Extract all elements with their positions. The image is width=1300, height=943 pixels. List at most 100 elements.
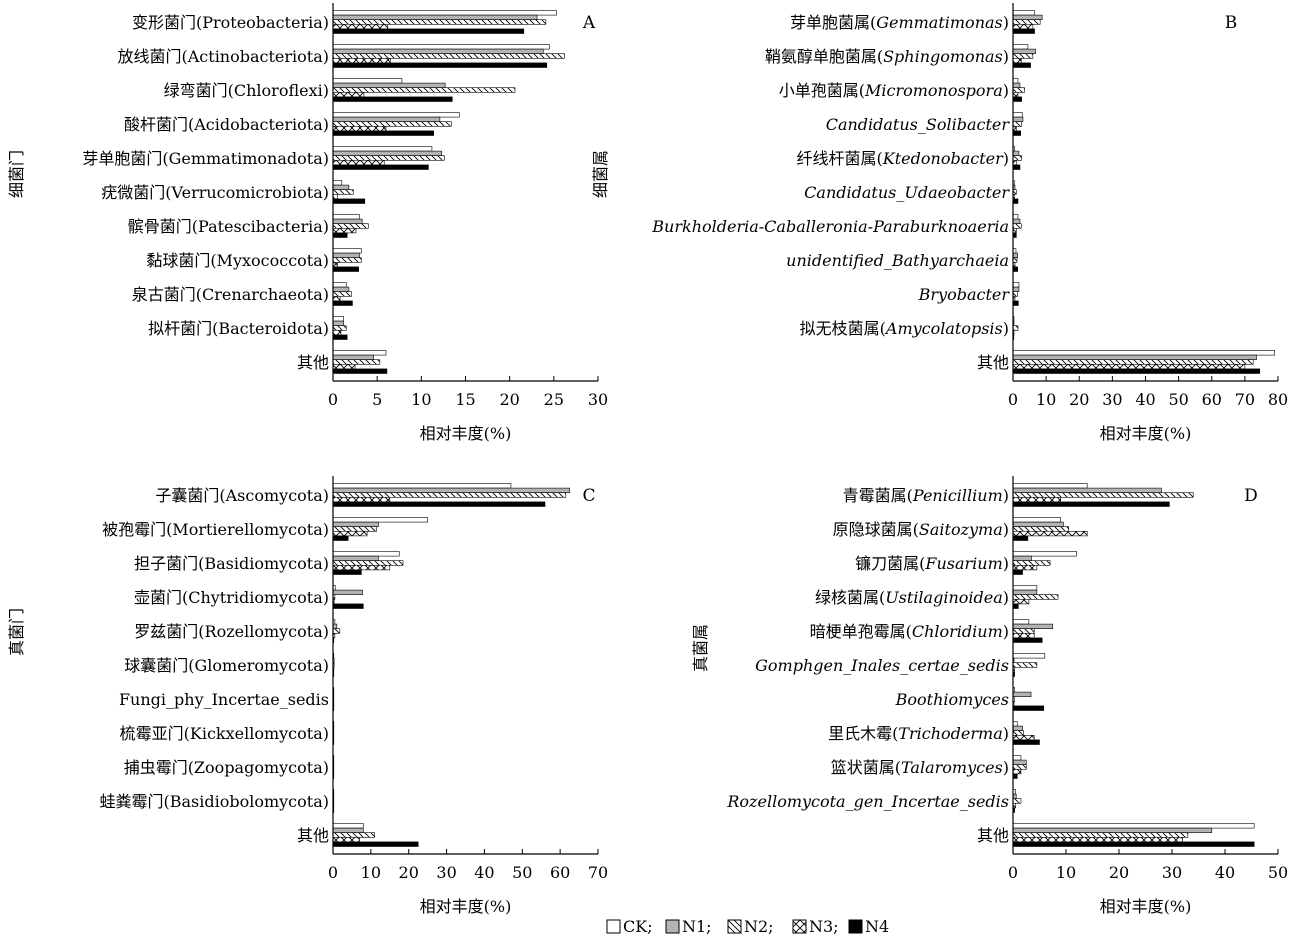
bar-n4-4	[332, 130, 434, 136]
bar-n1-8	[332, 252, 360, 259]
bar-n3-4	[1012, 598, 1030, 605]
category-label: 其他	[977, 826, 1009, 845]
bar-n1-2	[332, 521, 379, 527]
bar-n2-2	[332, 526, 377, 532]
bars	[1012, 10, 1275, 374]
bar-n2-11	[332, 832, 375, 838]
bar-n2-10	[332, 325, 347, 331]
category-label: 镰刀菌属(Fusarium)	[855, 554, 1009, 573]
bar-n2-1	[332, 492, 567, 498]
x-tick-label: 40	[1215, 863, 1235, 882]
bar-n2-11	[1012, 832, 1189, 838]
bar-n3-11	[332, 836, 360, 843]
x-tick-label: 0	[328, 390, 338, 409]
bar-n3-2	[1012, 57, 1022, 64]
bar-ck-3	[1012, 78, 1019, 84]
bar-n4-7	[1012, 705, 1045, 711]
bar-n2-4	[1012, 594, 1059, 600]
bar-n4-11	[332, 368, 388, 374]
x-tick-label: 60	[1202, 390, 1222, 409]
category-label: 罗兹菌门(Rozellomycota)	[134, 622, 329, 641]
bar-ck-11	[1012, 350, 1275, 356]
legend-swatch-ck	[606, 919, 621, 934]
category-label: unidentified_Bathyarchaeia	[786, 251, 1009, 270]
x-tick-label: 70	[588, 863, 608, 882]
bar-n4-6	[1012, 198, 1019, 204]
bar-n3-11	[1012, 836, 1183, 843]
bar-n2-1	[332, 19, 547, 25]
panel-letter: C	[582, 486, 595, 506]
x-tick-label: 50	[512, 863, 532, 882]
bar-ck-6	[1012, 653, 1046, 659]
bar-n1-5	[1012, 150, 1020, 157]
category-label: 原隐球菌属(Saitozyma)	[833, 520, 1009, 539]
bar-n1-5	[332, 150, 442, 157]
bar-n2-9	[332, 291, 352, 297]
bar-n4-4	[1012, 130, 1021, 136]
bar-n4-4	[332, 603, 364, 609]
category-label: 其他	[977, 353, 1009, 372]
category-label: 绿核菌属(Ustilaginoidea)	[815, 588, 1009, 607]
x-tick-label: 0	[1008, 863, 1018, 882]
x-axis-title: 相对丰度(%)	[420, 424, 512, 443]
bar-n2-11	[332, 359, 381, 365]
bars	[1012, 483, 1255, 847]
bar-n1-7	[1012, 218, 1021, 225]
panel-c: 子囊菌门(Ascomycota) 被孢霉门(Mortierellomycota) 担…	[7, 476, 608, 916]
legend-label-ck: CK;	[623, 917, 653, 936]
legend: CK; N1; N2; N3; N4	[606, 917, 889, 936]
bar-n4-10	[332, 334, 348, 340]
bar-n2-7	[1012, 223, 1022, 229]
bar-ck-3	[1012, 551, 1077, 557]
bar-n3-3	[332, 92, 365, 98]
bar-ck-2	[1012, 44, 1029, 50]
bar-n4-11	[332, 841, 419, 847]
category-label: 暗梗单孢霉属(Chloridium)	[810, 622, 1009, 641]
x-tick-label: 30	[436, 863, 456, 882]
bar-ck-1	[332, 10, 557, 16]
bar-n3-9	[1012, 768, 1022, 775]
bar-n4-3	[332, 96, 453, 102]
bar-ck-11	[332, 823, 364, 829]
bar-n2-1	[1012, 492, 1194, 498]
bar-n1-7	[332, 218, 363, 225]
x-tick-label: 20	[1069, 390, 1089, 409]
bar-n2-4	[1012, 121, 1022, 127]
x-tick-label: 80	[1268, 390, 1288, 409]
bar-ck-1	[1012, 10, 1035, 16]
bar-n4-5	[1012, 164, 1021, 170]
bar-ck-1	[1012, 483, 1088, 489]
bar-n3-2	[1012, 530, 1088, 537]
x-tick-label: 50	[1168, 390, 1188, 409]
category-label: 梳霉亚门(Kickxellomycota)	[120, 724, 329, 743]
category-label: 绿弯菌门(Chloroflexi)	[164, 81, 329, 100]
bar-n4-6	[332, 198, 366, 204]
bar-n3-2	[332, 57, 391, 64]
category-label: Fungi_phy_Incertae_sedis	[119, 690, 329, 709]
bar-n4-9	[1012, 773, 1018, 779]
x-tick-label: 0	[1008, 390, 1018, 409]
bar-n3-3	[332, 564, 391, 571]
category-label: Bryobacter	[918, 285, 1011, 304]
legend-label-n2: N2;	[744, 917, 774, 936]
bar-n4-11	[1012, 841, 1255, 847]
category-label: 里氏木霉(Trichoderma)	[828, 724, 1009, 743]
bar-n2-5	[1012, 155, 1022, 161]
bar-n1-4	[332, 116, 441, 122]
bar-n1-3	[1012, 82, 1021, 88]
category-label: 蛙粪霉门(Basidiobolomycota)	[99, 792, 329, 811]
y-axis-title: 细菌门	[7, 150, 26, 198]
bar-n4-5	[332, 164, 429, 170]
bar-n4-1	[1012, 501, 1170, 507]
bar-n1-1	[332, 14, 538, 21]
bar-n1-10	[332, 320, 344, 327]
category-label: 芽单胞菌门(Gemmatimonadota)	[82, 149, 329, 168]
legend-label-n3: N3;	[809, 917, 839, 936]
bar-n2-6	[332, 189, 354, 195]
category-label: 变形菌门(Proteobacteria)	[132, 13, 329, 32]
bar-n2-9	[1012, 764, 1027, 770]
category-label: Burkholderia-Caballeronia-Paraburknoaeri…	[651, 217, 1009, 236]
bar-n1-8	[1012, 725, 1023, 731]
x-tick-label: 70	[1235, 390, 1255, 409]
bar-n1-9	[1012, 759, 1027, 765]
